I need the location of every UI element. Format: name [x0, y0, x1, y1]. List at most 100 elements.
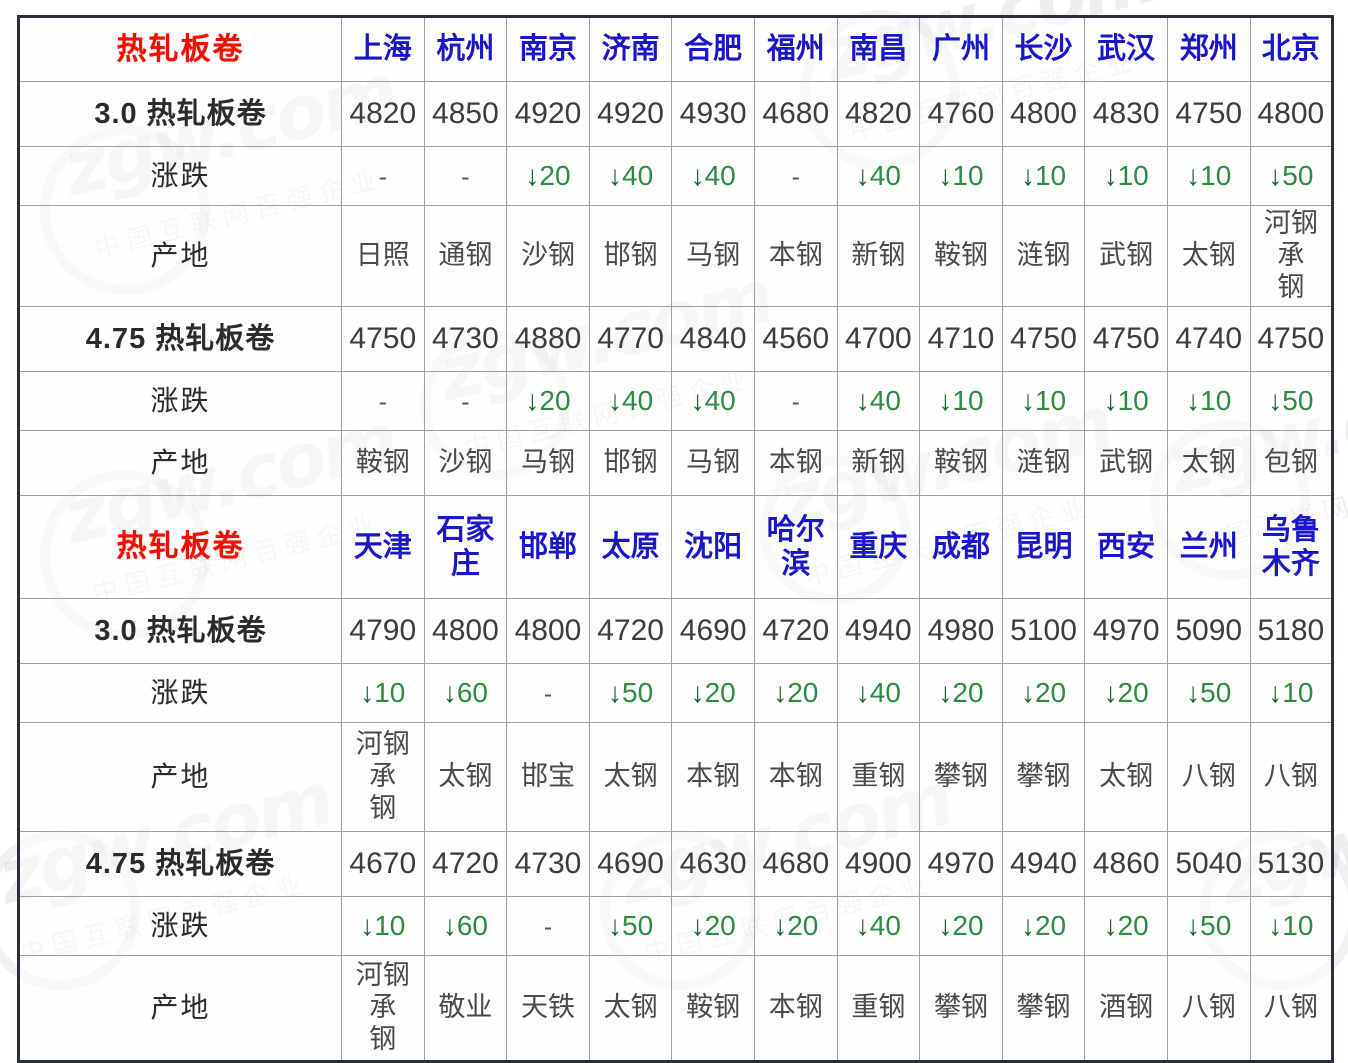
change-value: 20	[1034, 910, 1067, 942]
change-value: 20	[539, 385, 571, 417]
city-text: 上海	[353, 33, 412, 66]
row-label-cell: 涨跌	[18, 896, 342, 956]
change-cell: -	[506, 663, 590, 723]
price-cell: 4560	[753, 306, 838, 372]
change-value: 20	[1117, 910, 1149, 942]
change-cell: ↓50	[1166, 663, 1251, 723]
no-change-dash: -	[543, 913, 553, 942]
change-cell: ↓20	[1084, 896, 1168, 956]
change-cell: ↓10	[1084, 371, 1168, 431]
change-value: 40	[704, 160, 736, 192]
row-label-cell: 4.75 热轧板卷	[18, 306, 342, 372]
price-cell: 4750	[341, 306, 425, 372]
price-cell: 4730	[423, 306, 508, 372]
row-label-cell: 3.0 热轧板卷	[18, 598, 342, 664]
change-row-475-block1: 涨跌 - - ↓20 ↓40 ↓40- ↓40 ↓10 ↓10 ↓10 ↓10 ↓50	[18, 371, 1334, 431]
change-cell: ↓40	[671, 371, 755, 431]
city-text: 西安	[1097, 530, 1156, 563]
origin-cell: 太钢	[423, 722, 508, 832]
change-value: 20	[704, 910, 736, 942]
origin-text: 太钢	[438, 761, 493, 792]
origin-cell: 攀钢	[919, 722, 1003, 832]
row-label: 3.0 热轧板卷	[94, 614, 267, 647]
row-label-cell: 产地	[18, 205, 342, 307]
down-arrow-icon: ↓	[360, 677, 375, 709]
price-cell: 4720	[753, 598, 838, 664]
origin-cell: 本钢	[753, 205, 838, 307]
city-header-cell: 南京	[506, 16, 590, 82]
down-arrow-icon: ↓	[690, 910, 705, 942]
city-header-cell: 西安	[1084, 495, 1168, 599]
down-arrow-icon: ↓	[855, 910, 870, 942]
change-value: 20	[704, 677, 736, 709]
origin-text: 涟钢	[1016, 447, 1071, 478]
change-value: 20	[787, 677, 819, 709]
origin-text: 马钢	[686, 447, 741, 478]
city-header-cell: 济南	[588, 16, 673, 82]
origin-cell: 本钢	[753, 722, 838, 832]
origin-cell: 敬业	[423, 955, 508, 1062]
origin-cell: 本钢	[753, 430, 838, 496]
row-label-cell: 涨跌	[18, 146, 342, 206]
change-value: 10	[1117, 385, 1149, 417]
city-header-cell: 天津	[341, 495, 425, 599]
origin-text: 太钢	[603, 992, 658, 1023]
origin-text: 攀钢	[933, 992, 988, 1023]
origin-cell: 本钢	[671, 722, 755, 832]
change-cell: ↓60	[423, 663, 508, 723]
origin-text: 太钢	[1099, 761, 1154, 792]
price-cell: 4940	[836, 598, 921, 664]
city-text: 乌鲁 木齐	[1261, 513, 1320, 580]
origin-cell: 邯钢	[588, 430, 673, 496]
city-header-cell: 南昌	[836, 16, 921, 82]
down-arrow-icon: ↓	[1020, 160, 1035, 192]
change-cell: -	[506, 896, 590, 956]
price-cell: 5130	[1249, 831, 1334, 897]
origin-cell: 马钢	[671, 205, 755, 307]
origin-cell: 包钢	[1249, 430, 1334, 496]
origin-cell: 鞍钢	[671, 955, 755, 1062]
change-cell: ↓10	[919, 146, 1003, 206]
origin-text: 马钢	[686, 240, 741, 271]
origin-text: 鞍钢	[933, 240, 988, 271]
change-value: 10	[1282, 677, 1314, 709]
price-cell: 4770	[588, 306, 673, 372]
origin-text: 攀钢	[1016, 992, 1071, 1023]
price-cell: 4670	[341, 831, 425, 897]
price-cell: 4820	[836, 81, 921, 147]
down-arrow-icon: ↓	[1020, 910, 1035, 942]
city-header-cell: 武汉	[1084, 16, 1168, 82]
change-value: 10	[1200, 385, 1232, 417]
down-arrow-icon: ↓	[1103, 160, 1118, 192]
change-value: 50	[622, 677, 654, 709]
change-value: 60	[456, 677, 488, 709]
row-label-cell: 3.0 热轧板卷	[18, 81, 342, 147]
city-text: 天津	[353, 530, 412, 563]
price-cell: 4800	[1001, 81, 1086, 147]
origin-cell: 攀钢	[1001, 955, 1086, 1062]
row-label: 产地	[150, 761, 211, 793]
price-cell: 4750	[1166, 81, 1251, 147]
city-text: 重庆	[849, 530, 908, 563]
row-label: 涨跌	[150, 677, 211, 709]
down-arrow-icon: ↓	[608, 385, 622, 417]
origin-text: 邯钢	[603, 447, 658, 478]
origin-text: 本钢	[768, 761, 823, 792]
origin-text: 攀钢	[1016, 761, 1071, 792]
origin-text: 重钢	[851, 761, 906, 792]
down-arrow-icon: ↓	[1020, 385, 1035, 417]
row-label-cell: 4.75 热轧板卷	[18, 831, 342, 897]
change-cell: ↓20	[1084, 663, 1168, 723]
origin-cell: 马钢	[506, 430, 590, 496]
origin-cell: 河钢承钢	[341, 722, 425, 832]
city-text: 武汉	[1097, 33, 1156, 66]
change-cell: ↓20	[671, 663, 755, 723]
origin-text: 邯宝	[520, 761, 575, 792]
change-value: 10	[374, 677, 406, 709]
origin-text: 邯钢	[603, 240, 658, 271]
origin-row-475-block1: 产地 鞍钢 沙钢 马钢 邯钢 马钢 本钢 新钢 鞍钢 涟钢 武钢 太钢 包钢	[18, 430, 1334, 496]
change-value: 40	[869, 910, 901, 942]
change-cell: ↓10	[1001, 146, 1086, 206]
change-cell: -	[341, 371, 425, 431]
change-cell: ↓10	[1166, 146, 1251, 206]
